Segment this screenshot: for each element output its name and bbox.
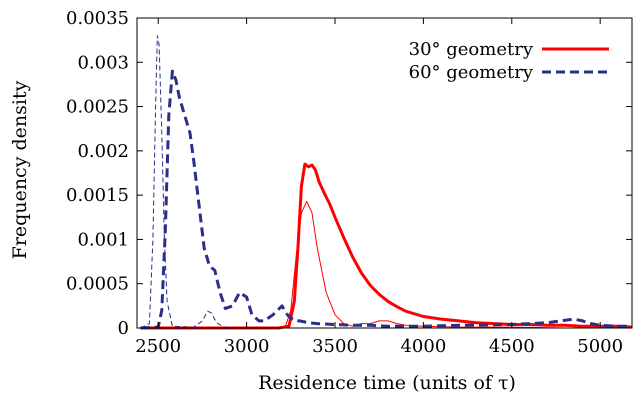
y-tick-label: 0.0035 <box>66 8 129 29</box>
y-axis-label: Frequency density <box>9 80 31 259</box>
x-tick-label: 4500 <box>489 336 535 357</box>
y-tick-label: 0.0025 <box>66 97 129 118</box>
x-axis-label: Residence time (units of τ) <box>258 372 516 394</box>
x-axis: 2500 3000 3500 4000 4500 5000 <box>135 18 623 357</box>
y-tick-label: 0.002 <box>77 141 129 162</box>
legend-label-30-geometry: 30° geometry <box>409 39 534 60</box>
x-tick-label: 5000 <box>577 336 623 357</box>
y-axis: 0 0.0005 0.001 0.0015 0.002 0.0025 0.003 0.0035 <box>66 8 632 339</box>
series-line-0 <box>140 162 633 330</box>
x-tick-label: 3500 <box>312 336 358 357</box>
series-line-1 <box>140 200 632 329</box>
x-tick-label: 2500 <box>135 336 181 357</box>
series-line-3 <box>140 35 632 329</box>
legend: 30° geometry 60° geometry <box>409 39 609 83</box>
y-tick-label: 0.001 <box>77 229 129 250</box>
y-tick-label: 0 <box>118 318 129 339</box>
plot-frame <box>136 17 633 329</box>
y-tick-label: 0.003 <box>77 52 129 73</box>
plot-curves <box>140 35 633 330</box>
legend-label-60-geometry: 60° geometry <box>409 62 534 83</box>
x-tick-label: 4000 <box>400 336 446 357</box>
y-tick-label: 0.0005 <box>66 274 129 295</box>
series-line-2 <box>140 69 632 330</box>
y-tick-label: 0.0015 <box>66 185 129 206</box>
x-tick-label: 3000 <box>224 336 270 357</box>
